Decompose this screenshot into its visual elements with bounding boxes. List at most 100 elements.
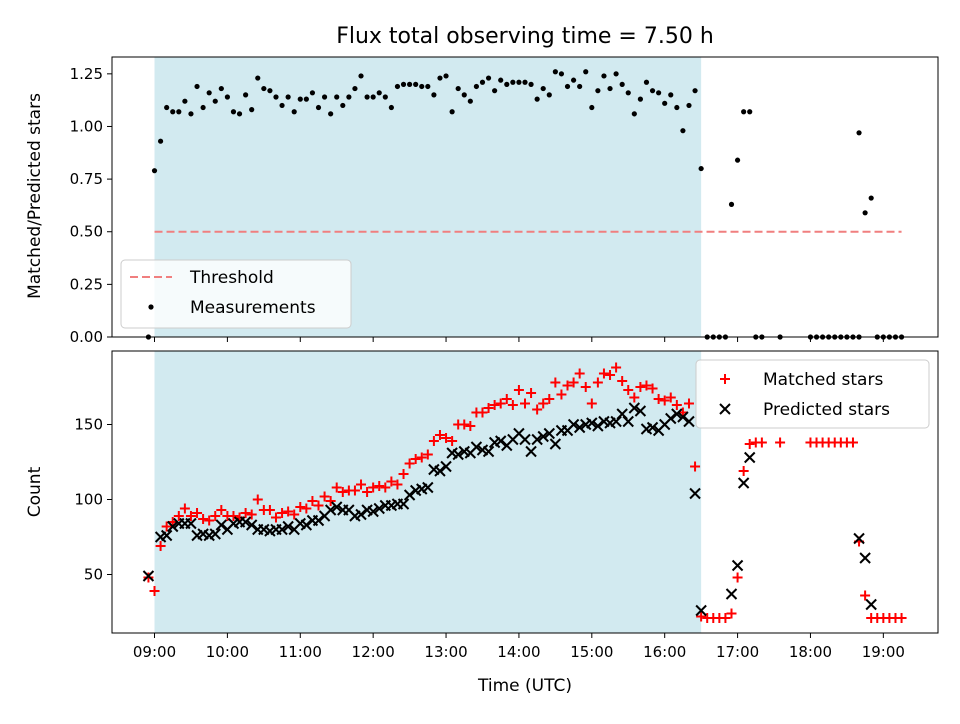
measurement-point (230, 109, 237, 115)
matched-star-point (192, 508, 203, 518)
x-tick-label: 15:00 (570, 643, 613, 661)
matched-star-point (301, 503, 312, 514)
measurement-point (625, 90, 631, 96)
measurement-point (741, 109, 747, 115)
matched-star-point (246, 509, 257, 520)
measurement-point (334, 94, 340, 100)
measurement-point (868, 195, 874, 201)
matched-star-point (598, 368, 609, 379)
measurement-point (643, 79, 650, 85)
measurement-point (583, 69, 589, 75)
measurement-point (328, 111, 334, 117)
matched-star-point (270, 512, 281, 523)
matched-star-point (149, 586, 160, 596)
measurement-point (649, 88, 656, 94)
measurement-point (504, 81, 510, 87)
measurement-point (182, 98, 188, 104)
matched-star-point (732, 572, 743, 583)
predicted-star-point (531, 433, 543, 446)
matched-star-point (404, 458, 415, 469)
measurement-point (249, 107, 255, 113)
matched-star-point (337, 487, 348, 497)
predicted-star-point (525, 445, 537, 458)
measurement-point (279, 102, 285, 109)
predicted-star-point (215, 519, 228, 531)
measurement-point (321, 94, 328, 100)
matched-star-point (392, 479, 403, 490)
measurement-point (601, 73, 607, 79)
y-tick-label: 0.75 (70, 170, 103, 188)
predicted-star-point (324, 504, 337, 516)
measurement-point (692, 88, 698, 94)
matched-star-point (198, 514, 209, 524)
measurement-point (856, 130, 862, 136)
matched-star-point (847, 437, 858, 448)
measurement-point (236, 111, 243, 117)
measurement-point (352, 85, 358, 92)
matched-star-point (635, 382, 646, 392)
legend-measurements-label: Measurements (190, 298, 316, 318)
matched-star-point (362, 487, 373, 497)
measurement-point (243, 92, 249, 98)
predicted-star-point (646, 421, 659, 434)
predicted-star-point (683, 415, 695, 428)
measurement-point (431, 92, 437, 98)
matched-star-point (410, 454, 421, 464)
matched-star-point (325, 496, 336, 506)
predicted-star-point (622, 415, 634, 428)
predicted-star-point (300, 519, 313, 531)
measurement-point (370, 94, 376, 100)
y-tick-label: 1.00 (70, 117, 103, 135)
measurement-point (394, 83, 401, 90)
matched-star-point (289, 509, 300, 520)
matched-star-point (283, 506, 294, 517)
matched-star-point (532, 404, 543, 415)
bottom-x-axis-label: Time (UTC) (477, 676, 572, 696)
matched-star-point (507, 400, 518, 410)
measurement-point (188, 111, 194, 117)
measurement-point (613, 71, 619, 77)
y-tick-label: 100 (74, 491, 103, 509)
measurement-point (540, 85, 546, 92)
matched-star-point (277, 508, 288, 518)
measurement-point (455, 85, 461, 92)
matched-star-point (185, 511, 196, 521)
matched-star-point (374, 481, 385, 491)
measurement-point (734, 157, 741, 163)
measurement-point (558, 71, 565, 77)
matched-star-point (896, 613, 907, 623)
matched-star-point (441, 433, 452, 443)
matched-star-point (556, 389, 567, 400)
top-axes-frame (111, 56, 939, 338)
bottom-plot-area: 09:00 10:00 11:00 12:00 13:00 14:00 15:00 16:00… (74, 350, 939, 661)
matched-star-point (380, 482, 391, 493)
predicted-star-point (592, 420, 604, 432)
measurement-point (218, 85, 224, 92)
predicted-star-point (695, 604, 707, 617)
x-tick-label: 13:00 (424, 643, 467, 661)
predicted-star-point (543, 427, 556, 440)
measurement-point (686, 102, 692, 109)
matched-star-point (580, 382, 591, 392)
predicted-star-point (634, 405, 647, 417)
predicted-star-point (677, 411, 689, 423)
measurement-point (285, 94, 291, 100)
measurement-point (151, 168, 158, 174)
matched-star-point (586, 398, 597, 409)
matched-star-point (331, 482, 342, 493)
bottom-axes-frame (111, 350, 939, 634)
predicted-star-point (422, 481, 434, 494)
matched-star-point (550, 377, 561, 388)
matched-star-point (611, 362, 622, 373)
matched-star-point (623, 385, 634, 395)
predicted-star-point (355, 508, 367, 521)
matched-star-point (744, 439, 755, 449)
predicted-star-point (397, 498, 410, 510)
measurement-point (631, 111, 637, 117)
x-tick-label: 18:00 (789, 643, 832, 661)
x-tick-label: 10:00 (206, 643, 249, 661)
measurement-point (164, 104, 170, 111)
predicted-star-point (744, 451, 756, 464)
measurement-point (194, 83, 200, 90)
